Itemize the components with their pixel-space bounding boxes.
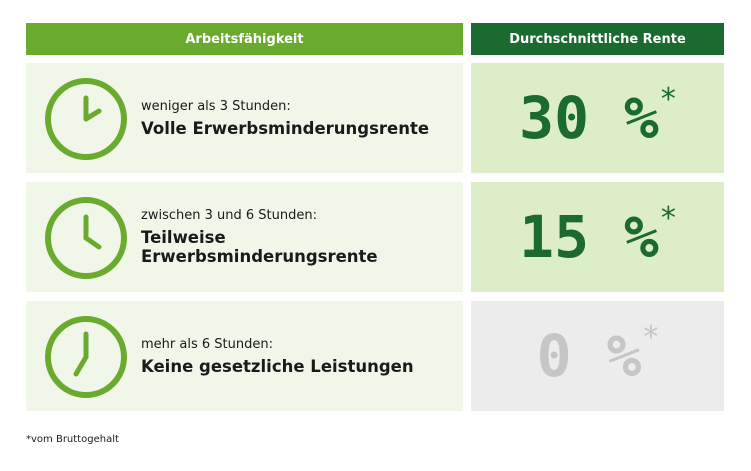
pension-value-text: 30 % <box>519 84 659 152</box>
row-title: Keine gesetzliche Leistungen <box>141 356 414 376</box>
pension-value: 30 % * <box>519 84 676 152</box>
pension-value-text: 0 % <box>536 322 642 390</box>
value-cell-0: 0 % * <box>471 301 724 411</box>
pension-value: 15 % * <box>519 203 676 271</box>
header-durchschnittliche-rente: Durchschnittliche Rente <box>471 23 724 55</box>
row-subtitle: zwischen 3 und 6 Stunden: <box>141 208 317 223</box>
row-subtitle: weniger als 3 Stunden: <box>141 98 291 114</box>
header-arbeitsfaehigkeit: Arbeitsfähigkeit <box>26 23 463 55</box>
row-subtitle: mehr als 6 Stunden: <box>141 336 273 352</box>
row-3-to-6-hours: zwischen 3 und 6 Stunden: Teilweise Erwe… <box>26 182 463 292</box>
footnote: *vom Bruttogehalt <box>26 434 119 445</box>
value-cell-15: 15 % * <box>471 182 724 292</box>
pension-value-text: 15 % <box>519 203 659 271</box>
clock-7-oclock-icon <box>45 316 127 398</box>
row-less-than-3-hours: weniger als 3 Stunden: Volle Erwerbsmind… <box>26 63 463 173</box>
row-title: Teilweise Erwerbsminderungsrente <box>141 228 378 266</box>
header-right-label: Durchschnittliche Rente <box>509 31 686 47</box>
row-title: Volle Erwerbsminderungsrente <box>141 118 430 138</box>
clock-4-oclock-icon <box>45 197 127 279</box>
clock-2-oclock-icon <box>45 78 127 160</box>
pension-value: 0 % * <box>536 322 659 390</box>
value-cell-30: 30 % * <box>471 63 724 173</box>
header-left-label: Arbeitsfähigkeit <box>185 31 304 47</box>
row-more-than-6-hours: mehr als 6 Stunden: Keine gesetzliche Le… <box>26 301 463 411</box>
footnote-marker: * <box>660 82 676 117</box>
footnote-marker: * <box>660 201 676 236</box>
footnote-marker: * <box>643 320 659 355</box>
